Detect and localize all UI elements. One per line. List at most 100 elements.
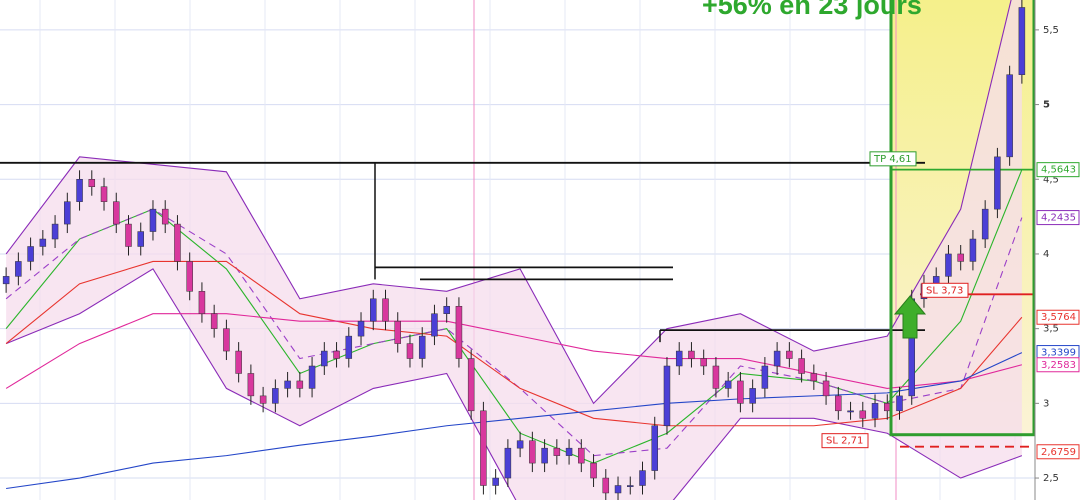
candle-body [945, 253, 952, 277]
candle-body [2, 276, 10, 285]
candle-body [137, 231, 144, 247]
candle-body [896, 395, 903, 412]
candle-body [480, 410, 487, 486]
candle-body [27, 246, 34, 262]
candle-body [210, 313, 218, 329]
candle-body [651, 425, 658, 471]
candle-body [773, 350, 781, 367]
y-tick-label: 5,5 [1043, 25, 1059, 36]
candle-body [198, 291, 206, 314]
price-tag-box [1036, 309, 1080, 325]
candle-body [675, 350, 683, 367]
candle-body [737, 380, 744, 404]
candle-body [100, 186, 108, 202]
price-tag-box [1036, 444, 1080, 460]
candle-body [749, 388, 756, 404]
candle-body [272, 388, 279, 404]
candle-body [235, 350, 242, 374]
candle-body [370, 298, 377, 322]
candle-body [467, 358, 475, 412]
band-lower [5, 268, 1023, 500]
candle-body [455, 305, 463, 359]
candle-body [296, 380, 304, 389]
candle-body [627, 485, 634, 487]
candle-body [39, 238, 47, 247]
candle-body [614, 485, 622, 494]
candle-body [1018, 7, 1026, 75]
candle-body [431, 313, 438, 337]
candle-body [259, 395, 267, 404]
candle-body [871, 403, 879, 419]
candle-body [932, 276, 940, 285]
candle-body [981, 208, 989, 240]
candle-body [418, 335, 426, 359]
y-tick-label: 4,5 [1043, 174, 1059, 185]
candle-body [247, 373, 255, 397]
candle-body [394, 320, 401, 344]
candle-body [64, 201, 71, 225]
candle-body [1006, 74, 1013, 158]
candle-body [516, 440, 524, 449]
moving-average [6, 352, 1023, 490]
candle-body [553, 447, 561, 456]
candle-body [443, 305, 450, 314]
candle-body [504, 447, 512, 479]
candle-body [321, 350, 328, 367]
price-tag-box [1036, 357, 1080, 373]
candle-body [712, 365, 720, 389]
price-tag: 4,2435 [1041, 213, 1076, 224]
price-tag: 4,5643 [1041, 165, 1076, 176]
y-tick-label: 3,5 [1043, 324, 1059, 335]
level-label-box [869, 151, 917, 167]
candle-body [639, 470, 646, 486]
level-label-box [821, 433, 869, 449]
y-axis: 2,5 3 3,5 4 4,5 5 5,5 4,5643 4,2435 3,5764 3,33993… [1035, 25, 1080, 484]
candle-body [798, 358, 805, 374]
candle-body [223, 328, 230, 352]
level-label-box [921, 282, 969, 298]
candle-body [284, 380, 291, 389]
level-label: SL 3,73 [926, 285, 963, 296]
candle-body [51, 223, 59, 240]
y-tick-label: 3 [1043, 398, 1049, 409]
candle-body [125, 223, 132, 247]
candle-body [541, 447, 548, 464]
candle-body [663, 365, 671, 427]
entry-arrow [893, 295, 927, 339]
level-label: TP 4,61 [873, 154, 912, 165]
candle-body [357, 320, 365, 337]
price-tag: 3,2583 [1041, 360, 1076, 371]
candle-body [810, 373, 818, 382]
candle-body [15, 261, 22, 277]
candle-body [994, 156, 1001, 210]
candle-body [590, 462, 597, 479]
candle-body [345, 335, 353, 359]
candle-body [149, 208, 157, 232]
price-tag: 3,3399 [1041, 348, 1076, 359]
candle-body [688, 350, 695, 359]
candle-body [76, 179, 83, 202]
candle-body [113, 201, 120, 225]
candle-body [884, 403, 891, 412]
candle-body [308, 365, 316, 389]
candle-body [847, 410, 854, 413]
price-tag: 3,5764 [1041, 312, 1076, 323]
candle-body [565, 447, 573, 456]
candle-body [492, 477, 499, 486]
band-upper [5, 0, 1012, 405]
chart-title: +56% en 23 jours [702, 0, 922, 20]
candle-body [859, 410, 867, 419]
candle-body [786, 350, 793, 359]
highlight-border [889, 0, 1035, 437]
candle-body [174, 223, 181, 262]
moving-average [5, 313, 1023, 389]
candle-body [578, 447, 585, 464]
candle-body [529, 440, 536, 464]
level-label: SL 2,71 [826, 436, 863, 447]
price-tag-box [1036, 162, 1080, 178]
candle-body [700, 358, 707, 367]
candle-body [822, 380, 830, 397]
candle-body [161, 208, 169, 225]
y-tick-label: 2,5 [1043, 473, 1059, 484]
